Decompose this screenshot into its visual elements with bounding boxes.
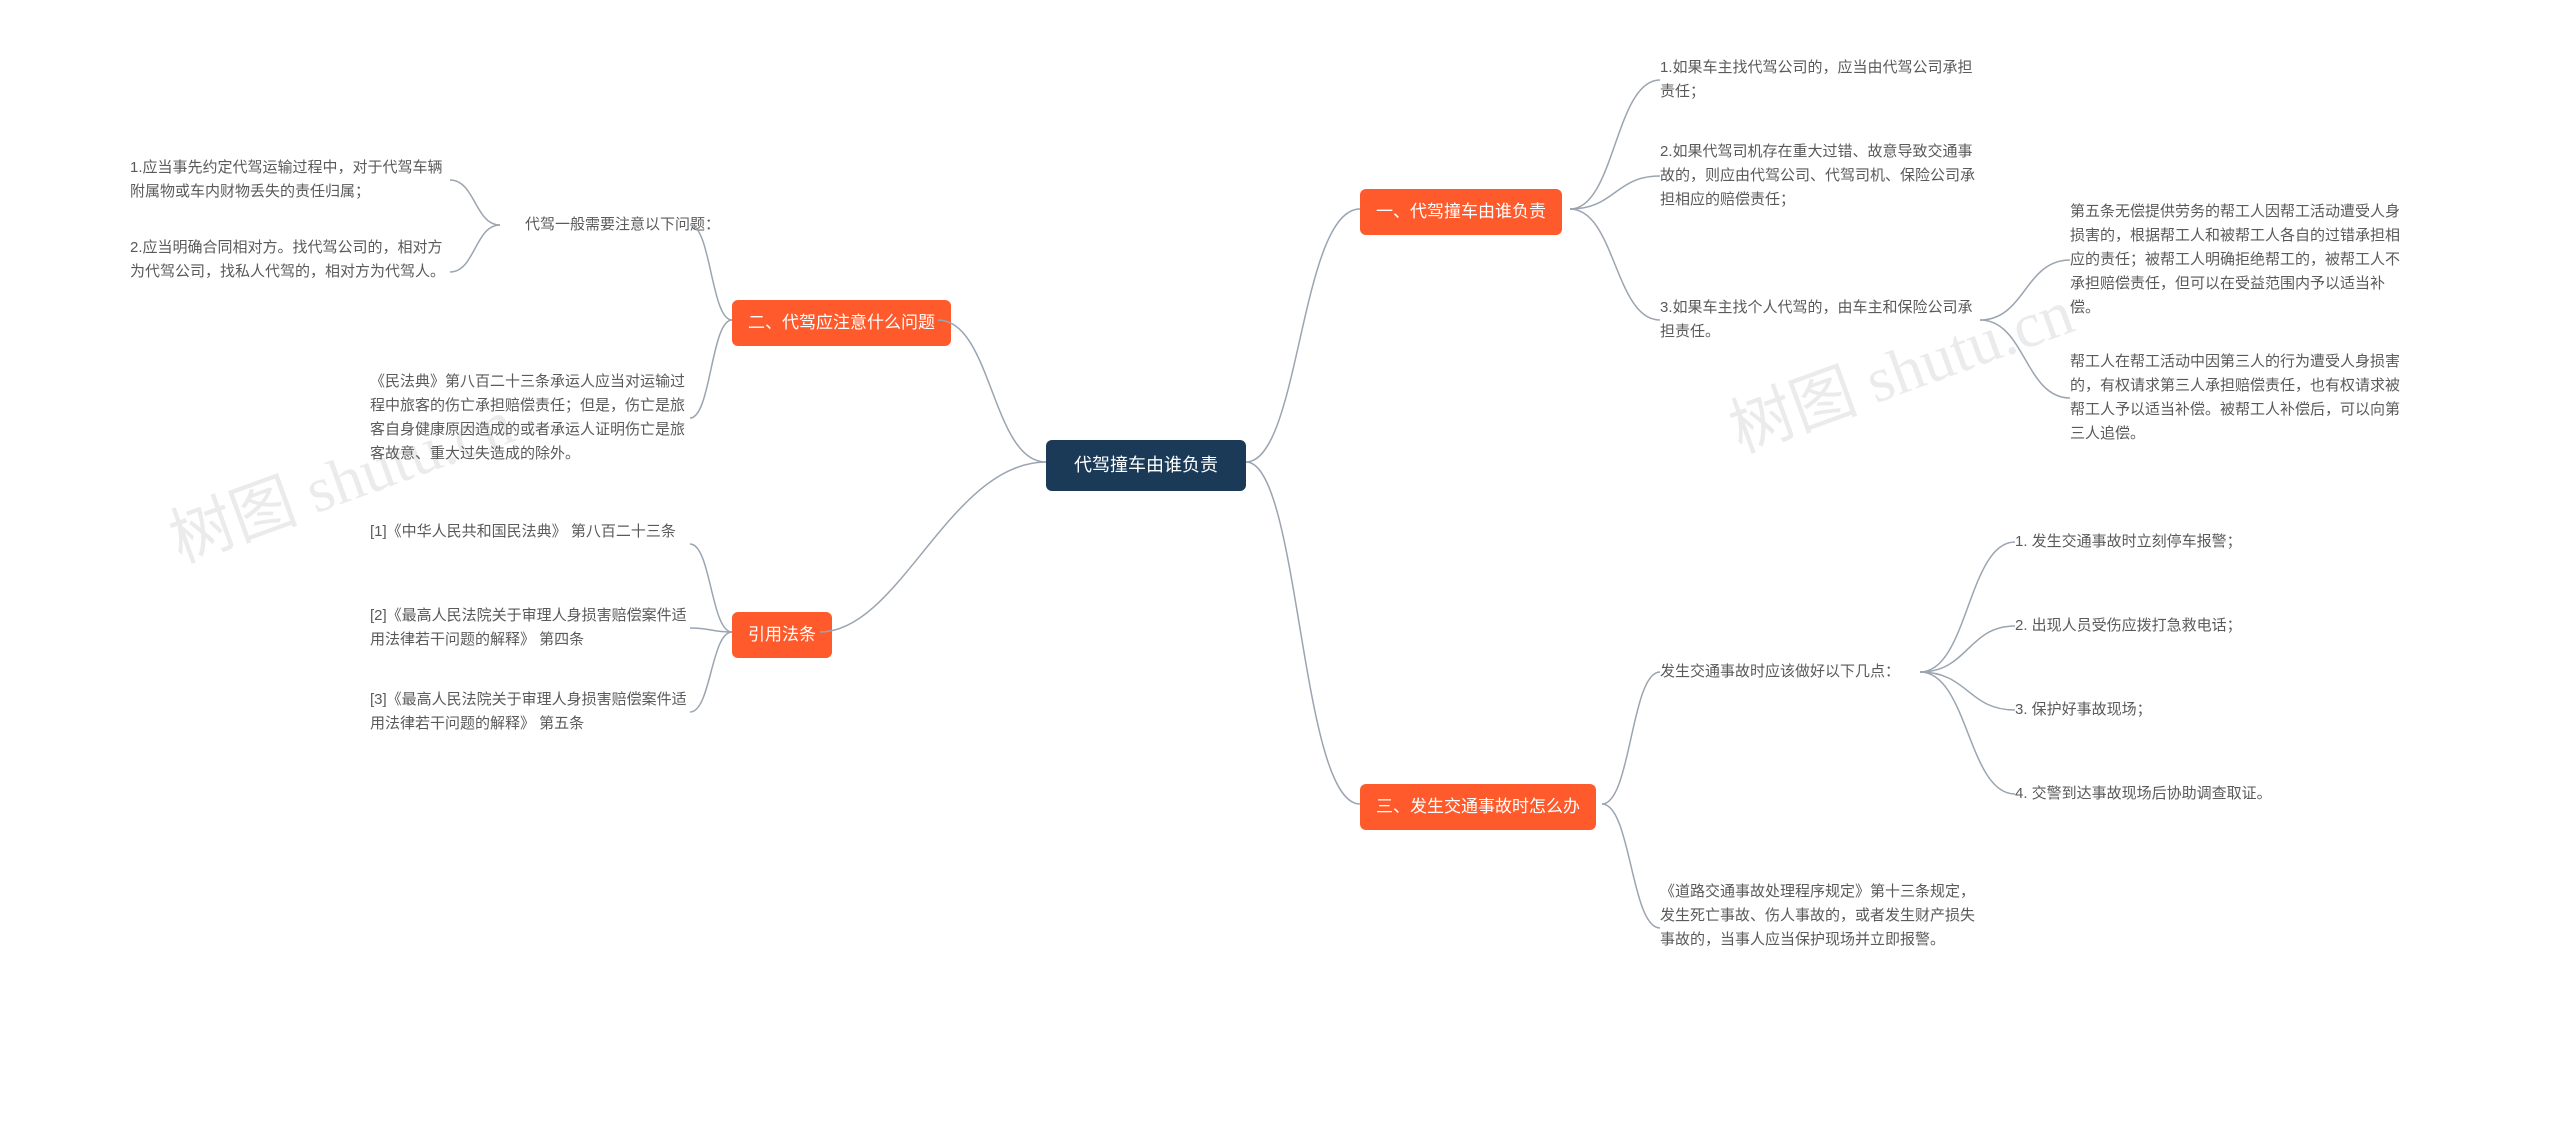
branch-1: 一、代驾撞车由谁负责: [1360, 189, 1562, 235]
branch-2: 二、代驾应注意什么问题: [732, 300, 951, 346]
branch-4: 引用法条: [732, 612, 832, 658]
b2-sub-1: 代驾一般需要注意以下问题：: [500, 213, 720, 237]
b3-sub-1b: 2. 出现人员受伤应拨打急救电话；: [2015, 614, 2275, 638]
root-node: 代驾撞车由谁负责: [1046, 440, 1246, 491]
watermark-right: 树图 shutu.cn: [1715, 261, 2084, 470]
b1-child-3a: 第五条无偿提供劳务的帮工人因帮工活动遭受人身损害的，根据帮工人和被帮工人各自的过…: [2070, 200, 2400, 320]
branch-3: 三、发生交通事故时怎么办: [1360, 784, 1596, 830]
b4-child-1: [1]《中华人民共和国民法典》 第八百二十三条: [370, 520, 690, 544]
b3-sub-1c: 3. 保护好事故现场；: [2015, 698, 2275, 722]
b3-sub-2: 《道路交通事故处理程序规定》第十三条规定，发生死亡事故、伤人事故的，或者发生财产…: [1660, 880, 1980, 952]
b2-sub-1a: 1.应当事先约定代驾运输过程中，对于代驾车辆附属物或车内财物丢失的责任归属；: [130, 156, 450, 204]
b1-child-2: 2.如果代驾司机存在重大过错、故意导致交通事故的，则应由代驾公司、代驾司机、保险…: [1660, 140, 1980, 212]
b1-child-3b: 帮工人在帮工活动中因第三人的行为遭受人身损害的，有权请求第三人承担赔偿责任，也有…: [2070, 350, 2400, 446]
b3-sub-1d: 4. 交警到达事故现场后协助调查取证。: [2015, 782, 2295, 806]
b4-child-2: [2]《最高人民法院关于审理人身损害赔偿案件适用法律若干问题的解释》 第四条: [370, 604, 690, 652]
b3-sub-1: 发生交通事故时应该做好以下几点：: [1660, 660, 1920, 684]
b4-child-3: [3]《最高人民法院关于审理人身损害赔偿案件适用法律若干问题的解释》 第五条: [370, 688, 690, 736]
b1-child-3: 3.如果车主找个人代驾的，由车主和保险公司承担责任。: [1660, 296, 1980, 344]
b3-sub-1a: 1. 发生交通事故时立刻停车报警；: [2015, 530, 2275, 554]
b2-sub-2: 《民法典》第八百二十三条承运人应当对运输过程中旅客的伤亡承担赔偿责任；但是，伤亡…: [370, 370, 690, 466]
b2-sub-1b: 2.应当明确合同相对方。找代驾公司的，相对方为代驾公司，找私人代驾的，相对方为代…: [130, 236, 450, 284]
b1-child-1: 1.如果车主找代驾公司的，应当由代驾公司承担责任；: [1660, 56, 1980, 104]
